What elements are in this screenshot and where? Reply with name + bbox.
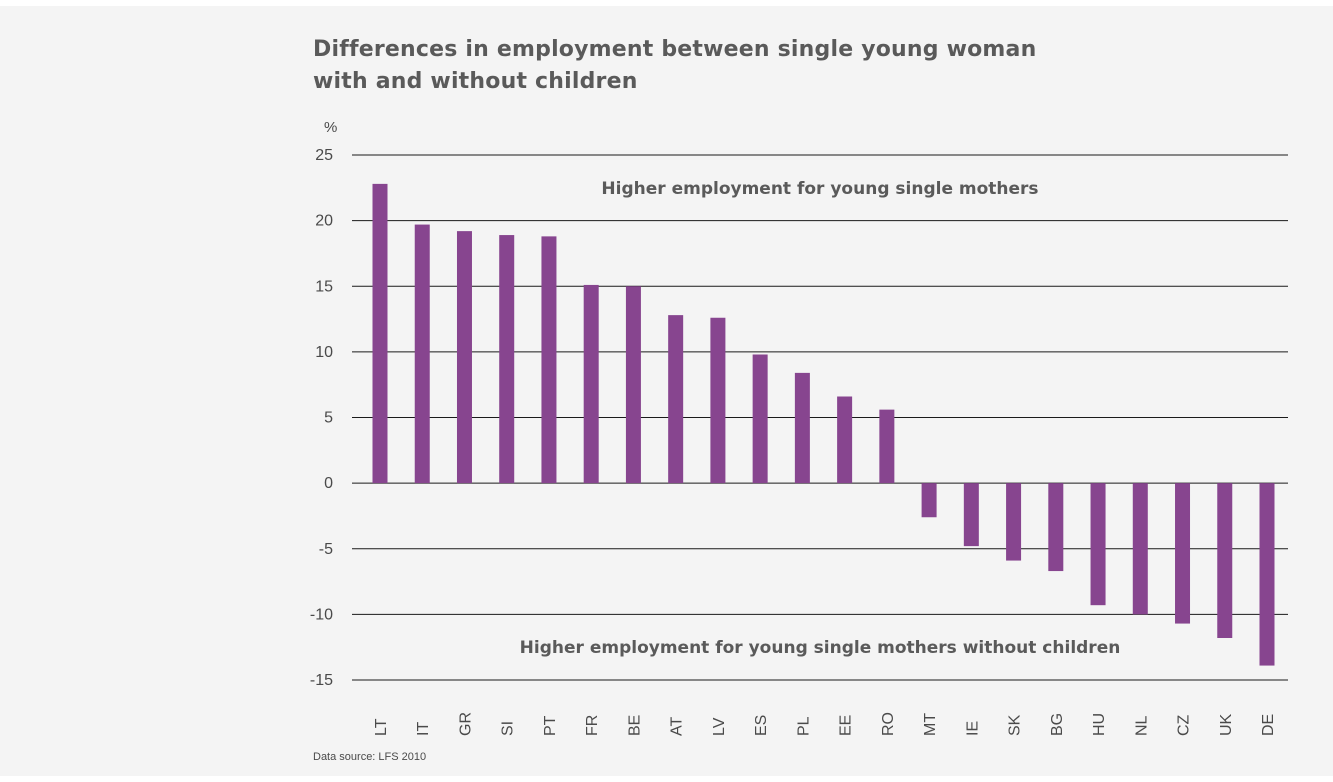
- x-tick-label: FR: [584, 715, 601, 736]
- x-tick-label: LT: [373, 718, 390, 736]
- bar-ro: [879, 409, 895, 484]
- x-tick-label: PT: [542, 715, 559, 736]
- x-tick-label: AT: [669, 717, 686, 736]
- y-tick-label: 25: [315, 147, 333, 164]
- bar-be: [625, 286, 641, 484]
- bar-de: [1259, 483, 1275, 666]
- y-tick-label: 20: [315, 213, 333, 230]
- bar-mt: [921, 483, 937, 518]
- x-tick-label: DE: [1260, 714, 1277, 736]
- x-tick-label: IE: [964, 721, 981, 736]
- bar-bg: [1048, 483, 1064, 572]
- y-tick-label: 5: [324, 410, 333, 427]
- bar-uk: [1217, 483, 1233, 638]
- x-tick-label: IT: [415, 722, 432, 736]
- bar-fr: [583, 284, 599, 484]
- x-tick-label: SI: [500, 721, 517, 736]
- annotation-label: Higher employment for young single mothe…: [520, 638, 1121, 658]
- bar-si: [499, 235, 515, 484]
- x-tick-label: HU: [1091, 713, 1108, 736]
- bars: [372, 183, 1275, 666]
- bar-es: [752, 354, 768, 484]
- x-tick-label: BE: [626, 715, 643, 736]
- bar-ie: [963, 483, 979, 547]
- y-tick-label: -15: [310, 672, 333, 689]
- bar-lt: [372, 183, 388, 484]
- x-tick-label: GR: [457, 712, 474, 736]
- y-axis-unit-label: %: [324, 119, 337, 136]
- y-tick-label: 0: [324, 475, 333, 492]
- x-tick-label: SK: [1007, 714, 1024, 736]
- y-tick-label: -5: [319, 541, 333, 558]
- bar-pt: [541, 236, 557, 484]
- bar-at: [668, 315, 684, 484]
- x-tick-label: PL: [795, 716, 812, 736]
- bar-it: [414, 224, 430, 484]
- x-tick-label: CZ: [1176, 714, 1193, 736]
- x-tick-label: EE: [838, 715, 855, 736]
- annotations: Higher employment for young single mothe…: [520, 179, 1121, 658]
- x-tick-label: BG: [1049, 713, 1066, 736]
- y-tick-label: -10: [310, 606, 333, 623]
- x-tick-label: NL: [1133, 715, 1150, 736]
- x-tick-label: MT: [922, 713, 939, 736]
- bar-lv: [710, 317, 726, 484]
- annotation-label: Higher employment for young single mothe…: [601, 179, 1038, 199]
- y-tick-label: 10: [315, 344, 333, 361]
- x-axis-ticks: LT IT GR SI PT FR BE AT LV ES PL EE RO MT IE SK BG HU NL CZ…: [373, 712, 1277, 736]
- x-tick-label: LV: [711, 717, 728, 736]
- x-tick-label: ES: [753, 715, 770, 736]
- data-source-note: Data source: LFS 2010: [313, 751, 426, 763]
- chart-panel: [0, 6, 1333, 776]
- bar-sk: [1006, 483, 1022, 561]
- chart-title-line-2: with and without children: [313, 69, 638, 94]
- chart-title-line-1: Differences in employment between single…: [313, 37, 1037, 62]
- chart-title: Differences in employment between single…: [313, 34, 1213, 98]
- y-tick-label: 15: [315, 278, 333, 295]
- y-axis-ticks: 25 20 15 10 5 0 -5 -10 -15: [310, 147, 333, 689]
- bar-ee: [837, 396, 853, 484]
- bar-cz: [1175, 483, 1191, 624]
- bar-nl: [1132, 483, 1148, 615]
- bar-pl: [794, 372, 810, 484]
- x-tick-label: RO: [880, 712, 897, 736]
- x-tick-label: UK: [1218, 713, 1235, 736]
- bar-gr: [456, 231, 472, 484]
- bar-hu: [1090, 483, 1106, 606]
